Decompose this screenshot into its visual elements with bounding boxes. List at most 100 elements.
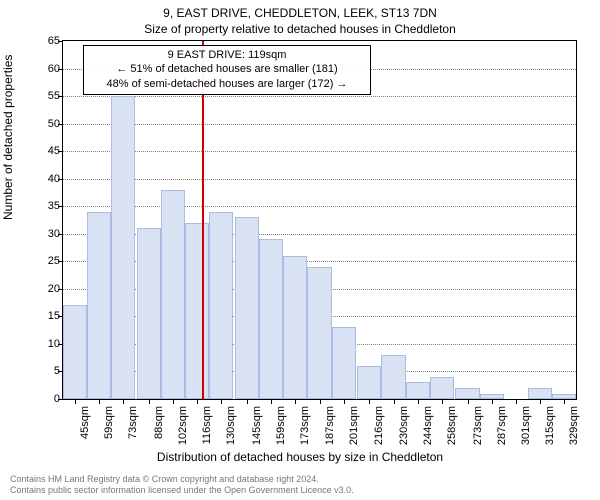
histogram-bar xyxy=(455,388,479,399)
x-tick-label: 230sqm xyxy=(398,406,410,445)
gridline xyxy=(63,206,576,207)
x-tick-mark xyxy=(492,400,493,404)
x-tick-mark xyxy=(295,400,296,404)
x-tick-label: 287sqm xyxy=(496,406,508,445)
footer-attribution: Contains HM Land Registry data © Crown c… xyxy=(10,474,354,496)
y-tick-label: 60 xyxy=(24,63,60,75)
gridline xyxy=(63,124,576,125)
y-tick-mark xyxy=(58,371,62,372)
x-tick-mark xyxy=(442,400,443,404)
x-tick-label: 102sqm xyxy=(177,406,189,445)
x-tick-label: 145sqm xyxy=(251,406,263,445)
histogram-bar xyxy=(552,394,576,400)
x-tick-mark xyxy=(564,400,565,404)
x-tick-mark xyxy=(173,400,174,404)
y-tick-label: 65 xyxy=(24,35,60,47)
y-tick-mark xyxy=(58,316,62,317)
x-tick-label: 159sqm xyxy=(275,406,287,445)
x-tick-mark xyxy=(418,400,419,404)
x-tick-label: 73sqm xyxy=(127,406,139,439)
x-tick-mark xyxy=(75,400,76,404)
histogram-bar xyxy=(528,388,552,399)
x-tick-label: 329sqm xyxy=(568,406,580,445)
x-tick-label: 301sqm xyxy=(520,406,532,445)
x-tick-mark xyxy=(123,400,124,404)
title-subtitle: Size of property relative to detached ho… xyxy=(0,22,600,36)
y-axis-label: Number of detached properties xyxy=(1,55,15,220)
y-tick-label: 5 xyxy=(24,365,60,377)
histogram-bar xyxy=(430,377,454,399)
y-tick-label: 30 xyxy=(24,228,60,240)
y-tick-label: 0 xyxy=(24,393,60,405)
histogram-bar xyxy=(357,366,381,399)
y-tick-mark xyxy=(58,179,62,180)
y-tick-mark xyxy=(58,41,62,42)
y-tick-mark xyxy=(58,69,62,70)
y-tick-mark xyxy=(58,234,62,235)
y-tick-label: 45 xyxy=(24,145,60,157)
y-tick-label: 50 xyxy=(24,118,60,130)
histogram-bar xyxy=(137,228,161,399)
y-tick-mark xyxy=(58,261,62,262)
title-address: 9, EAST DRIVE, CHEDDLETON, LEEK, ST13 7D… xyxy=(0,6,600,20)
histogram-bar xyxy=(480,394,504,400)
gridline xyxy=(63,96,576,97)
x-tick-mark xyxy=(271,400,272,404)
y-tick-label: 25 xyxy=(24,255,60,267)
histogram-bar xyxy=(185,223,209,399)
histogram-bar xyxy=(406,382,430,399)
annotation-line2: ← 51% of detached houses are smaller (18… xyxy=(90,62,364,76)
y-tick-label: 15 xyxy=(24,310,60,322)
y-tick-mark xyxy=(58,206,62,207)
x-tick-label: 116sqm xyxy=(201,406,213,444)
histogram-bar xyxy=(63,305,87,399)
annotation-line1: 9 EAST DRIVE: 119sqm xyxy=(90,48,364,62)
x-tick-mark xyxy=(320,400,321,404)
histogram-bar xyxy=(381,355,405,399)
x-tick-label: 216sqm xyxy=(373,406,385,445)
histogram-bar xyxy=(161,190,185,399)
x-tick-mark xyxy=(197,400,198,404)
annotation-line3: 48% of semi-detached houses are larger (… xyxy=(90,77,364,91)
x-tick-mark xyxy=(149,400,150,404)
histogram-bar xyxy=(209,212,233,399)
y-tick-mark xyxy=(58,289,62,290)
y-tick-label: 55 xyxy=(24,90,60,102)
y-tick-label: 40 xyxy=(24,173,60,185)
y-tick-label: 10 xyxy=(24,338,60,350)
y-tick-mark xyxy=(58,151,62,152)
annotation-box: 9 EAST DRIVE: 119sqm ← 51% of detached h… xyxy=(83,45,371,95)
y-tick-mark xyxy=(58,399,62,400)
x-tick-label: 173sqm xyxy=(299,406,311,445)
x-tick-mark xyxy=(221,400,222,404)
x-tick-label: 187sqm xyxy=(324,406,336,445)
x-tick-label: 258sqm xyxy=(446,406,458,445)
histogram-bar xyxy=(259,239,283,399)
x-tick-label: 59sqm xyxy=(103,406,115,439)
histogram-bar xyxy=(307,267,331,399)
x-tick-label: 244sqm xyxy=(422,406,434,445)
x-tick-mark xyxy=(369,400,370,404)
y-tick-mark xyxy=(58,344,62,345)
x-tick-mark xyxy=(344,400,345,404)
gridline xyxy=(63,179,576,180)
x-tick-mark xyxy=(394,400,395,404)
histogram-bar xyxy=(235,217,259,399)
footer-line1: Contains HM Land Registry data © Crown c… xyxy=(10,474,354,485)
gridline xyxy=(63,151,576,152)
x-tick-label: 315sqm xyxy=(544,406,556,445)
x-tick-label: 130sqm xyxy=(225,406,237,445)
x-tick-mark xyxy=(540,400,541,404)
chart-container: 9, EAST DRIVE, CHEDDLETON, LEEK, ST13 7D… xyxy=(0,0,600,500)
x-tick-label: 273sqm xyxy=(472,406,484,445)
y-tick-label: 35 xyxy=(24,200,60,212)
footer-line2: Contains public sector information licen… xyxy=(10,485,354,496)
y-tick-label: 20 xyxy=(24,283,60,295)
x-tick-mark xyxy=(516,400,517,404)
x-tick-label: 45sqm xyxy=(79,406,91,439)
x-tick-label: 88sqm xyxy=(153,406,165,439)
y-tick-mark xyxy=(58,124,62,125)
histogram-bar xyxy=(283,256,307,399)
x-tick-mark xyxy=(99,400,100,404)
x-axis-label: Distribution of detached houses by size … xyxy=(0,450,600,464)
